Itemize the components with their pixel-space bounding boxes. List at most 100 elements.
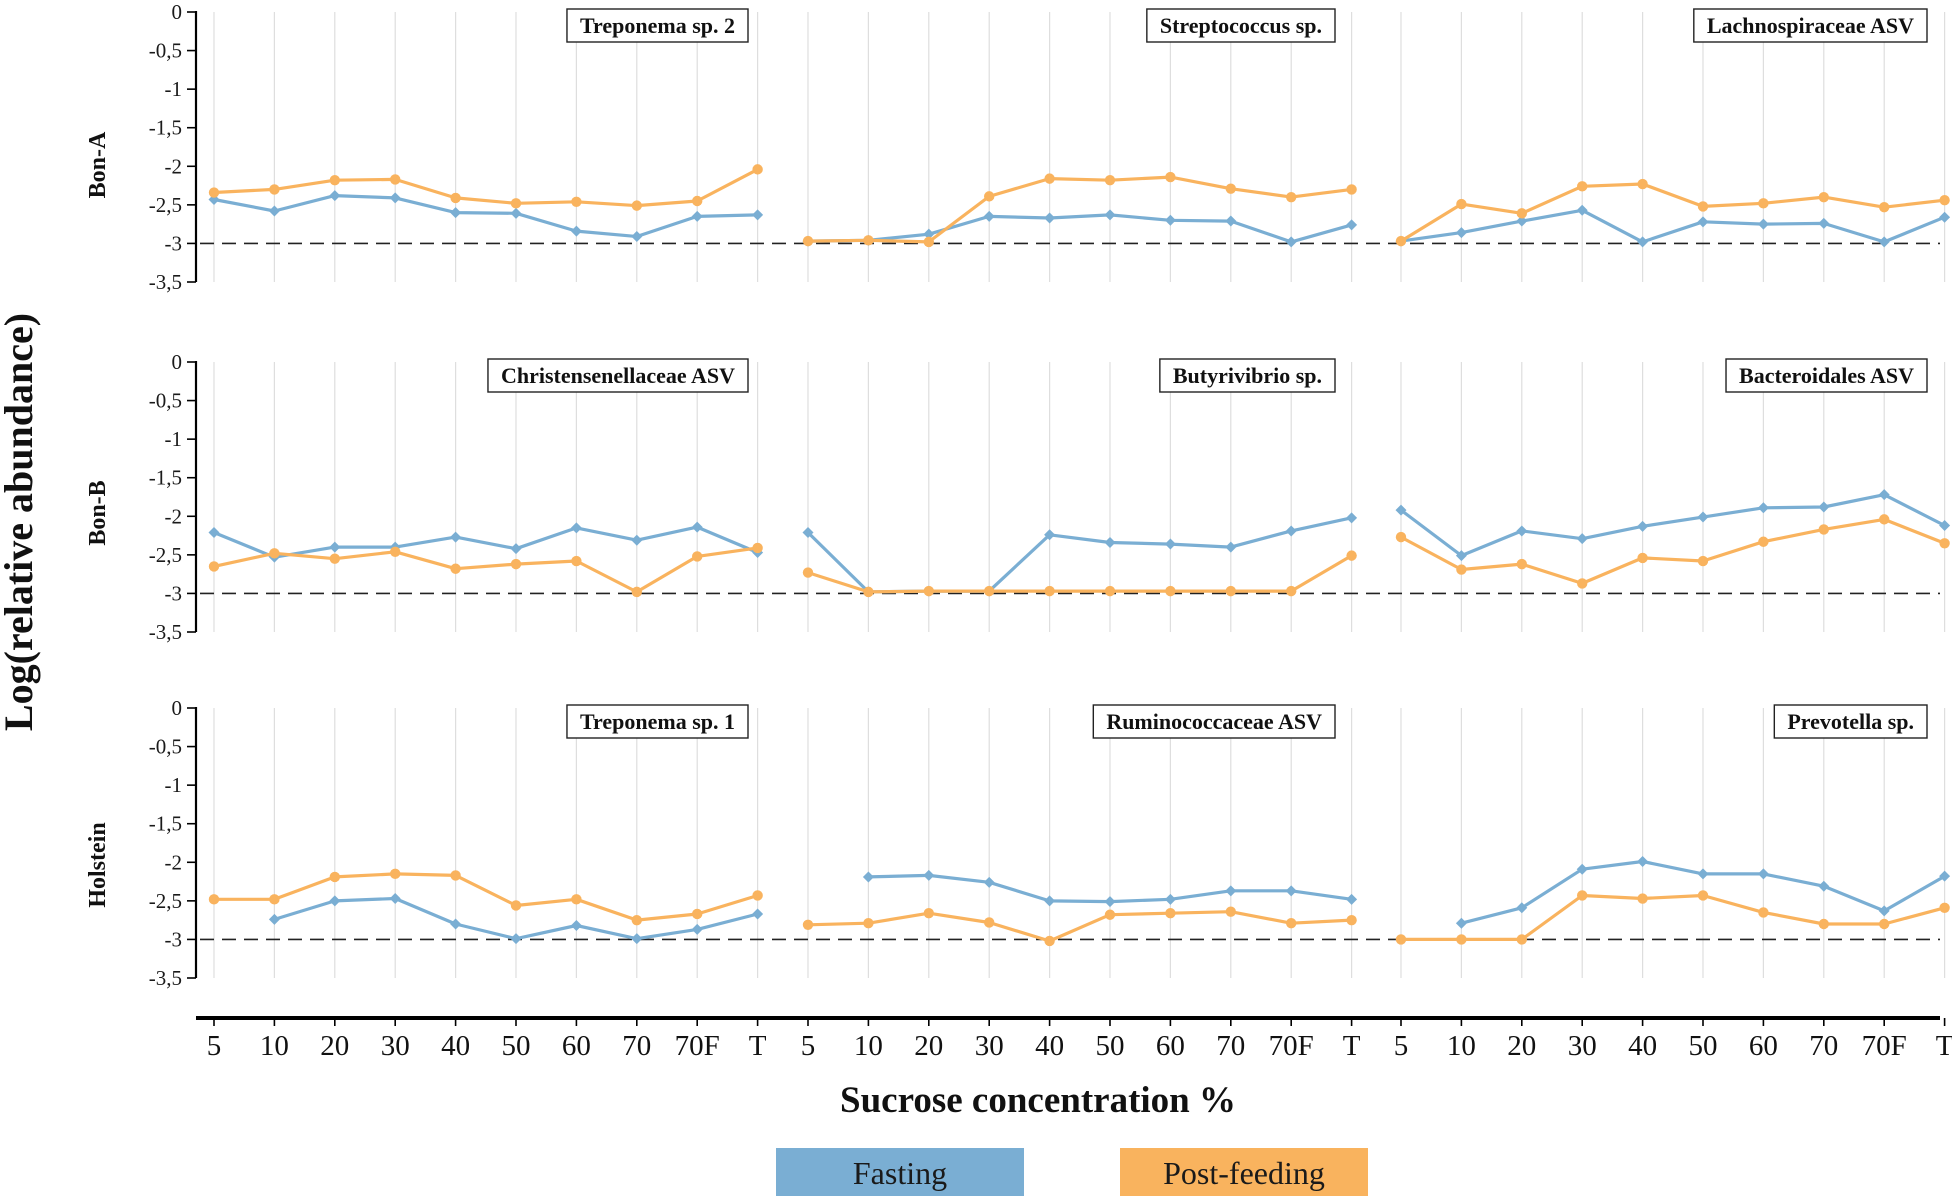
data-point-fasting — [1637, 856, 1649, 868]
data-point-fasting — [389, 192, 401, 204]
x-tick-label: T — [749, 1030, 767, 1062]
data-point-post-feeding — [1225, 183, 1237, 194]
data-point-fasting — [631, 230, 643, 242]
data-point-post-feeding — [1516, 558, 1528, 570]
panel-title: Lachnospiraceae ASV — [1707, 13, 1914, 38]
x-tick-label: 50 — [1689, 1030, 1718, 1062]
data-point-fasting — [329, 541, 341, 553]
data-point-fasting — [1044, 212, 1056, 224]
data-point-fasting — [1225, 215, 1237, 227]
data-point-fasting — [1225, 541, 1237, 553]
panel: Butyrivibrio sp. — [802, 358, 1358, 598]
data-point-post-feeding — [752, 164, 763, 175]
data-point-fasting — [1818, 880, 1830, 892]
data-point-fasting — [450, 207, 462, 219]
panel-title-box — [1773, 704, 1928, 739]
plot-area: 0 -0,5 -1 -1,5 -2 -2,5 -3 -3,5 0 -0,5 -1 -1,5 -2 -2,5… — [149, 0, 1952, 1062]
panel-title: Butyrivibrio sp. — [1173, 363, 1322, 388]
y-tick-label: -0,5 — [149, 389, 182, 413]
data-point-fasting — [1395, 504, 1407, 516]
data-point-fasting — [1044, 895, 1056, 907]
x-tick-label: 40 — [1628, 1030, 1657, 1062]
data-point-fasting — [510, 207, 522, 219]
data-point-fasting — [450, 531, 462, 543]
legend-fasting-label: Fasting — [853, 1155, 947, 1191]
data-point-fasting — [983, 210, 995, 222]
data-point-post-feeding — [1346, 550, 1357, 561]
data-point-fasting — [752, 908, 764, 920]
panel-title: Ruminococcaceae ASV — [1106, 709, 1322, 734]
data-point-fasting — [510, 543, 522, 555]
x-tick-label: 20 — [1507, 1030, 1536, 1062]
data-point-post-feeding — [1225, 906, 1237, 917]
y-tick-label: -3 — [165, 581, 183, 605]
data-point-fasting — [1516, 525, 1528, 537]
data-point-post-feeding — [269, 548, 280, 559]
x-tick-label: 10 — [854, 1030, 883, 1062]
data-point-fasting — [1637, 236, 1649, 248]
data-point-post-feeding — [1165, 171, 1176, 183]
x-tick-label: 5 — [207, 1030, 222, 1062]
y-tick-label: -1 — [165, 77, 183, 101]
x-tick-label: 40 — [441, 1030, 470, 1062]
legend-post-feeding-swatch[interactable] — [1120, 1148, 1368, 1196]
x-tick-label: 70 — [1216, 1030, 1245, 1062]
data-point-post-feeding — [1044, 173, 1055, 184]
data-point-fasting — [1818, 501, 1830, 513]
series-fasting-line — [1400, 493, 1946, 558]
series-post-feeding-line — [1401, 893, 1946, 942]
y-tick-label: 0 — [172, 350, 183, 374]
data-point-fasting — [1225, 885, 1237, 897]
data-point-post-feeding — [631, 200, 642, 211]
panel-title: Treponema sp. 1 — [580, 709, 735, 734]
data-point-post-feeding — [1637, 893, 1648, 904]
y-tick-label: -3,5 — [149, 620, 182, 644]
panel-title-box — [1693, 8, 1928, 43]
y-tick-label: -2 — [165, 850, 183, 874]
y-tick-label: -0,5 — [149, 735, 182, 759]
y-tick-label: -3,5 — [149, 966, 182, 990]
data-point-post-feeding — [1395, 531, 1407, 543]
data-point-post-feeding — [1456, 934, 1467, 945]
panel-title-box — [566, 8, 749, 43]
x-tick-label: 50 — [502, 1030, 531, 1062]
x-tick-label: 60 — [1156, 1030, 1185, 1062]
data-point-post-feeding — [984, 191, 995, 202]
data-point-post-feeding — [208, 561, 220, 572]
x-tick-label: 70 — [622, 1030, 651, 1062]
data-point-post-feeding — [863, 586, 874, 598]
panel-title-box — [1159, 358, 1336, 393]
data-point-post-feeding — [1165, 585, 1176, 597]
data-point-post-feeding — [1697, 890, 1709, 901]
data-point-post-feeding — [208, 187, 220, 198]
data-point-fasting — [1939, 211, 1951, 223]
data-point-post-feeding — [208, 894, 220, 905]
data-point-fasting — [510, 933, 522, 945]
data-point-fasting — [1455, 227, 1467, 239]
x-axis-title: Sucrose concentration % — [840, 1080, 1236, 1121]
data-point-post-feeding — [1577, 890, 1588, 901]
y-tick-label: -1,5 — [149, 466, 182, 490]
data-point-fasting — [1818, 217, 1830, 229]
x-tick-label: 50 — [1096, 1030, 1125, 1062]
x-tick-label: 40 — [1035, 1030, 1064, 1062]
data-point-post-feeding — [692, 908, 703, 920]
data-point-post-feeding — [1758, 907, 1769, 918]
data-point-fasting — [631, 534, 643, 546]
data-point-post-feeding — [802, 919, 814, 930]
data-point-fasting — [1939, 870, 1951, 882]
data-point-post-feeding — [571, 894, 582, 905]
data-point-fasting — [1285, 236, 1297, 248]
data-point-post-feeding — [923, 236, 934, 248]
panel-title: Streptococcus sp. — [1160, 13, 1322, 38]
data-point-fasting — [1697, 216, 1709, 228]
x-tick-label: 60 — [562, 1030, 591, 1062]
legend-fasting-swatch[interactable] — [776, 1148, 1024, 1196]
data-point-post-feeding — [390, 546, 401, 557]
data-point-post-feeding — [269, 184, 280, 195]
data-point-post-feeding — [1516, 934, 1528, 945]
y-tick-label: -0,5 — [149, 39, 182, 63]
data-point-post-feeding — [269, 894, 280, 905]
x-tick-label: 5 — [1394, 1030, 1409, 1062]
panel-title: Bacteroidales ASV — [1739, 363, 1914, 388]
